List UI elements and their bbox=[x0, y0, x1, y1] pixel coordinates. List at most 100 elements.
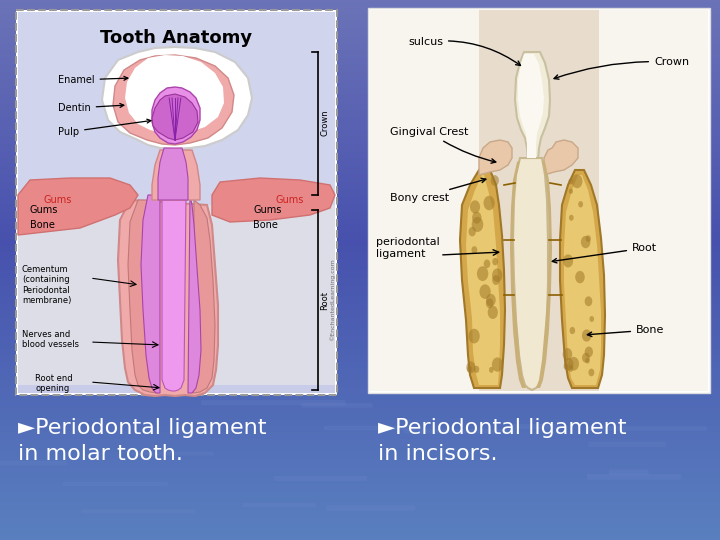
FancyBboxPatch shape bbox=[368, 8, 710, 393]
Ellipse shape bbox=[480, 285, 491, 299]
Ellipse shape bbox=[486, 294, 495, 306]
Polygon shape bbox=[18, 178, 138, 235]
FancyBboxPatch shape bbox=[326, 505, 415, 511]
Text: Enamel: Enamel bbox=[58, 75, 128, 85]
Ellipse shape bbox=[569, 215, 574, 221]
FancyBboxPatch shape bbox=[63, 482, 168, 486]
FancyBboxPatch shape bbox=[587, 474, 681, 480]
FancyBboxPatch shape bbox=[0, 461, 67, 465]
Ellipse shape bbox=[588, 369, 594, 376]
Polygon shape bbox=[460, 170, 505, 388]
Ellipse shape bbox=[492, 268, 503, 282]
Ellipse shape bbox=[585, 358, 590, 363]
Ellipse shape bbox=[484, 260, 490, 268]
Polygon shape bbox=[152, 150, 200, 200]
Polygon shape bbox=[102, 47, 252, 149]
Text: Dentin: Dentin bbox=[58, 103, 124, 113]
Ellipse shape bbox=[486, 299, 493, 308]
Text: sulcus: sulcus bbox=[408, 37, 521, 65]
Ellipse shape bbox=[469, 227, 476, 237]
Polygon shape bbox=[544, 140, 578, 175]
FancyBboxPatch shape bbox=[99, 380, 210, 384]
Ellipse shape bbox=[484, 196, 495, 210]
Ellipse shape bbox=[467, 366, 472, 373]
Text: Bone: Bone bbox=[588, 325, 665, 336]
FancyBboxPatch shape bbox=[201, 400, 346, 406]
Text: Gums: Gums bbox=[30, 205, 58, 215]
Text: ©EnchantedLearning.com: ©EnchantedLearning.com bbox=[329, 259, 335, 341]
FancyBboxPatch shape bbox=[301, 403, 373, 408]
FancyBboxPatch shape bbox=[18, 205, 335, 385]
Ellipse shape bbox=[578, 201, 583, 207]
Text: Bone: Bone bbox=[253, 220, 278, 230]
Polygon shape bbox=[518, 54, 544, 158]
Polygon shape bbox=[162, 195, 186, 391]
Text: Gums: Gums bbox=[253, 205, 282, 215]
FancyBboxPatch shape bbox=[510, 424, 559, 429]
Polygon shape bbox=[515, 52, 550, 160]
FancyBboxPatch shape bbox=[609, 469, 649, 476]
Text: ►Periodontal ligament: ►Periodontal ligament bbox=[18, 418, 266, 438]
Ellipse shape bbox=[490, 175, 499, 186]
Polygon shape bbox=[510, 160, 526, 388]
Ellipse shape bbox=[487, 306, 498, 319]
Text: Crown: Crown bbox=[320, 110, 329, 136]
Text: Root end
opening: Root end opening bbox=[35, 374, 73, 394]
Ellipse shape bbox=[467, 361, 475, 373]
Polygon shape bbox=[152, 94, 198, 140]
Ellipse shape bbox=[582, 329, 591, 342]
Polygon shape bbox=[158, 148, 188, 200]
Text: Tooth Anatomy: Tooth Anatomy bbox=[100, 29, 253, 47]
Ellipse shape bbox=[568, 178, 573, 184]
FancyBboxPatch shape bbox=[81, 509, 195, 514]
Ellipse shape bbox=[568, 365, 573, 372]
Ellipse shape bbox=[474, 366, 480, 373]
Ellipse shape bbox=[469, 329, 480, 343]
Polygon shape bbox=[536, 160, 552, 388]
Ellipse shape bbox=[572, 174, 582, 188]
FancyBboxPatch shape bbox=[585, 427, 707, 431]
Ellipse shape bbox=[489, 367, 494, 373]
FancyBboxPatch shape bbox=[588, 442, 666, 447]
Polygon shape bbox=[466, 175, 500, 385]
Text: Nerves and
blood vessels: Nerves and blood vessels bbox=[22, 330, 79, 349]
Text: Pulp: Pulp bbox=[58, 119, 151, 137]
Text: Bony crest: Bony crest bbox=[390, 178, 486, 203]
Polygon shape bbox=[118, 200, 218, 396]
Ellipse shape bbox=[477, 266, 488, 281]
Ellipse shape bbox=[492, 275, 500, 285]
FancyBboxPatch shape bbox=[18, 12, 335, 393]
Text: Bone: Bone bbox=[30, 220, 55, 230]
Polygon shape bbox=[513, 158, 548, 390]
Polygon shape bbox=[188, 195, 201, 393]
Ellipse shape bbox=[570, 327, 575, 334]
Ellipse shape bbox=[492, 357, 503, 372]
Ellipse shape bbox=[569, 188, 573, 194]
FancyBboxPatch shape bbox=[479, 10, 599, 391]
FancyBboxPatch shape bbox=[403, 429, 516, 434]
Ellipse shape bbox=[582, 353, 590, 363]
Polygon shape bbox=[113, 55, 234, 145]
FancyBboxPatch shape bbox=[518, 375, 624, 382]
Ellipse shape bbox=[472, 212, 482, 224]
Polygon shape bbox=[128, 200, 157, 393]
FancyBboxPatch shape bbox=[370, 10, 708, 391]
Text: ►Periodontal ligament: ►Periodontal ligament bbox=[378, 418, 626, 438]
FancyBboxPatch shape bbox=[324, 426, 416, 430]
Ellipse shape bbox=[585, 235, 591, 242]
FancyBboxPatch shape bbox=[18, 12, 335, 232]
Ellipse shape bbox=[563, 254, 573, 267]
Text: Cementum
(containing
Periodontal
membrane): Cementum (containing Periodontal membran… bbox=[22, 265, 71, 305]
Ellipse shape bbox=[470, 200, 480, 213]
Text: Root: Root bbox=[552, 243, 657, 263]
Polygon shape bbox=[125, 55, 224, 134]
Polygon shape bbox=[193, 200, 215, 393]
FancyBboxPatch shape bbox=[16, 10, 337, 395]
Polygon shape bbox=[564, 175, 601, 385]
Ellipse shape bbox=[492, 258, 498, 265]
Text: in incisors.: in incisors. bbox=[378, 444, 498, 464]
Ellipse shape bbox=[472, 217, 483, 232]
Text: Crown: Crown bbox=[554, 57, 689, 79]
Ellipse shape bbox=[581, 236, 590, 248]
Text: periodontal
ligament: periodontal ligament bbox=[376, 237, 440, 259]
